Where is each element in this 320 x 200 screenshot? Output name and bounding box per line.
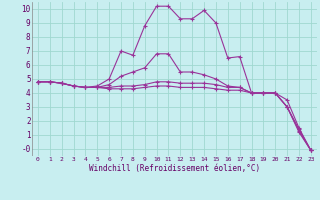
- X-axis label: Windchill (Refroidissement éolien,°C): Windchill (Refroidissement éolien,°C): [89, 164, 260, 173]
